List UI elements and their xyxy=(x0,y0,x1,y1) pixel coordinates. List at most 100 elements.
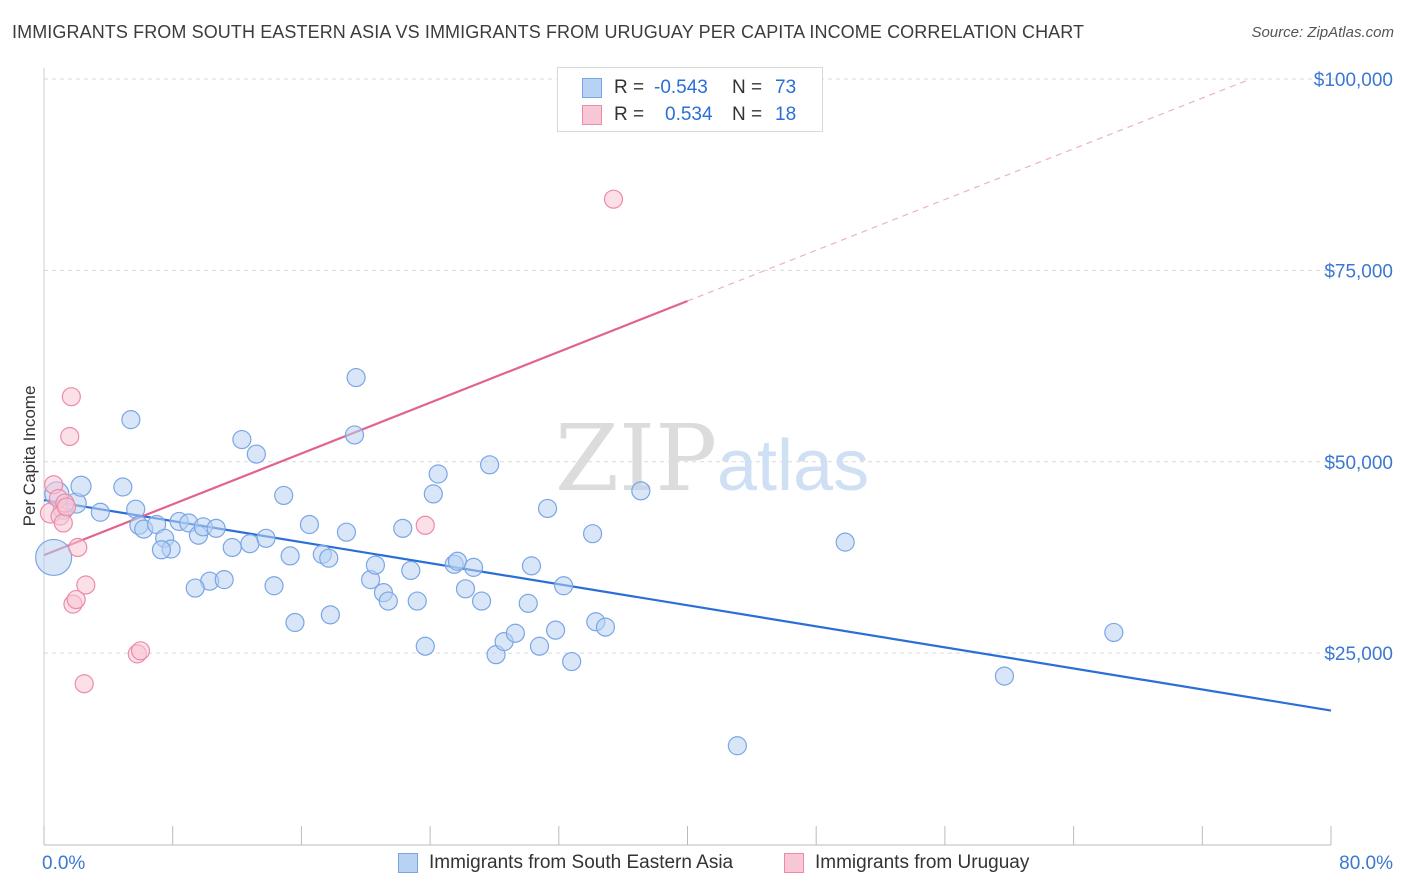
legend-n-value: 73 xyxy=(775,77,797,98)
x-tick-label-min: 0.0% xyxy=(42,853,85,874)
trend-line-uruguay xyxy=(43,299,688,557)
chart-source: Source: ZipAtlas.com xyxy=(1251,24,1394,41)
chart-title: IMMIGRANTS FROM SOUTH EASTERN ASIA VS IM… xyxy=(12,22,1085,42)
y-tick-label: $50,000 xyxy=(1324,453,1393,474)
point-south-eastern-asia xyxy=(240,534,260,554)
point-south-eastern-asia xyxy=(407,591,427,611)
point-south-eastern-asia xyxy=(423,484,443,504)
point-south-eastern-asia xyxy=(299,514,320,535)
point-uruguay xyxy=(603,189,624,209)
watermark: ZIP atlas xyxy=(555,405,869,512)
point-south-eastern-asia xyxy=(90,502,110,522)
point-south-eastern-asia xyxy=(232,429,252,450)
point-south-eastern-asia xyxy=(256,528,276,548)
point-south-eastern-asia xyxy=(521,556,542,576)
legend-row-uruguay: R = 0.534 N = 18 xyxy=(582,102,796,128)
point-south-eastern-asia xyxy=(582,524,603,544)
point-south-eastern-asia xyxy=(727,736,747,756)
point-south-eastern-asia xyxy=(214,570,234,590)
point-south-eastern-asia xyxy=(280,546,300,566)
y-tick-label: $100,000 xyxy=(1314,70,1393,91)
point-south-eastern-asia xyxy=(35,538,73,577)
legend-n-label: N = xyxy=(732,77,763,98)
trend-lines xyxy=(43,78,1332,712)
point-south-eastern-asia xyxy=(554,576,574,596)
point-south-eastern-asia xyxy=(113,477,133,497)
point-south-eastern-asia xyxy=(344,425,365,445)
watermark-atlas: atlas xyxy=(717,426,869,506)
point-south-eastern-asia xyxy=(401,560,421,581)
trend-line-uruguay-extension xyxy=(687,78,1251,302)
point-south-eastern-asia xyxy=(222,537,242,558)
point-south-eastern-asia xyxy=(393,518,413,538)
point-south-eastern-asia xyxy=(320,605,340,625)
point-south-eastern-asia xyxy=(471,591,492,611)
point-south-eastern-asia xyxy=(505,623,525,643)
point-uruguay xyxy=(130,641,151,661)
legend-n-value: 18 xyxy=(775,104,797,125)
point-south-eastern-asia xyxy=(537,498,558,519)
data-points xyxy=(35,189,1124,756)
point-south-eastern-asia xyxy=(480,455,500,475)
x-tick-label-max: 80.0% xyxy=(1339,853,1393,874)
point-south-eastern-asia xyxy=(562,651,582,672)
point-uruguay xyxy=(61,387,81,407)
point-south-eastern-asia xyxy=(835,532,855,552)
point-uruguay xyxy=(415,515,435,535)
legend-r-value: 0.534 xyxy=(665,104,713,125)
point-uruguay xyxy=(53,513,73,533)
point-uruguay xyxy=(60,426,80,447)
point-south-eastern-asia xyxy=(336,522,357,542)
point-south-eastern-asia xyxy=(319,548,339,568)
point-south-eastern-asia xyxy=(518,593,538,613)
point-south-eastern-asia xyxy=(631,481,651,501)
point-uruguay xyxy=(74,674,94,694)
correlation-legend: R = -0.543 N = 73 R = 0.534 N = 18 xyxy=(557,67,823,132)
point-south-eastern-asia xyxy=(365,555,386,575)
y-axis-label: Per Capita Income xyxy=(20,386,39,527)
point-south-eastern-asia xyxy=(994,666,1015,686)
legend-r-label: R = xyxy=(614,77,645,98)
point-south-eastern-asia xyxy=(447,551,468,571)
series-legend: Immigrants from South Eastern Asia Immig… xyxy=(0,852,1406,878)
point-south-eastern-asia xyxy=(121,410,141,430)
point-south-eastern-asia xyxy=(378,591,398,611)
point-south-eastern-asia xyxy=(206,518,226,538)
trend-line-south-eastern-asia xyxy=(43,498,1332,712)
gridlines xyxy=(44,78,1339,654)
legend-r-value: -0.543 xyxy=(654,77,708,98)
point-south-eastern-asia xyxy=(463,557,484,577)
y-tick-label: $75,000 xyxy=(1324,261,1393,282)
point-south-eastern-asia xyxy=(126,499,146,519)
legend-swatch-pink xyxy=(582,105,602,125)
point-uruguay xyxy=(66,589,86,610)
point-south-eastern-asia xyxy=(346,367,366,388)
legend-r-label: R = xyxy=(614,104,645,125)
y-tick-label: $25,000 xyxy=(1324,644,1393,665)
point-south-eastern-asia xyxy=(595,617,616,637)
point-south-eastern-asia xyxy=(185,578,205,598)
point-uruguay xyxy=(68,537,88,558)
point-south-eastern-asia xyxy=(274,485,294,506)
legend-row-south-eastern-asia: R = -0.543 N = 73 xyxy=(582,75,796,101)
legend-swatch-blue xyxy=(582,78,602,98)
series-swatch-blue xyxy=(398,853,418,873)
point-south-eastern-asia xyxy=(415,636,435,656)
legend-n-label: N = xyxy=(732,104,763,125)
point-south-eastern-asia xyxy=(264,576,284,596)
point-south-eastern-asia xyxy=(285,612,305,633)
point-south-eastern-asia xyxy=(1104,622,1124,643)
series-legend-item-uruguay: Immigrants from Uruguay xyxy=(784,852,1029,874)
tick-labels: $25,000 $50,000 $75,000 $100,000 0.0% 80.0% xyxy=(42,70,1393,874)
series-swatch-pink xyxy=(784,853,804,873)
point-south-eastern-asia xyxy=(455,579,476,599)
point-south-eastern-asia xyxy=(428,464,448,484)
point-uruguay xyxy=(56,497,77,517)
series-legend-label: Immigrants from Uruguay xyxy=(815,852,1030,873)
point-south-eastern-asia xyxy=(70,475,92,497)
axes xyxy=(43,68,1332,846)
point-south-eastern-asia xyxy=(151,540,172,560)
point-south-eastern-asia xyxy=(545,620,566,640)
point-south-eastern-asia xyxy=(529,636,550,656)
